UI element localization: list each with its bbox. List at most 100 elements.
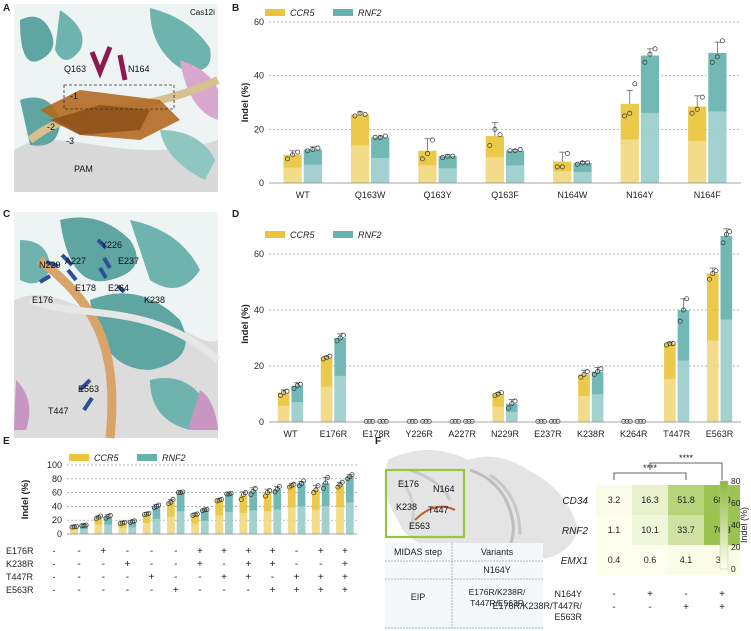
colorbar (719, 480, 729, 570)
data-point (298, 381, 303, 387)
bar-rnf2-2 (128, 521, 137, 534)
data-point (305, 148, 311, 154)
data-point (337, 335, 343, 341)
bar-gradient (321, 505, 330, 534)
heatmap-cell (668, 515, 704, 545)
data-point (664, 342, 670, 348)
data-point (122, 519, 128, 525)
bar-rnf2-10 (720, 235, 733, 422)
table-cell-eip: EIP (411, 592, 426, 602)
heatmap-col-row-label-2b: E563R (554, 612, 582, 622)
sign-cell: - (174, 546, 177, 557)
bar-gradient (297, 506, 306, 534)
bar-rnf2-6 (225, 493, 233, 534)
structC-label-t447: T447 (48, 406, 69, 416)
data-point (226, 491, 232, 497)
data-point (363, 418, 369, 424)
heatmap-cell (668, 545, 704, 575)
sign-cell: - (198, 585, 201, 596)
sign-cell: + (342, 572, 348, 583)
data-point (238, 497, 244, 502)
data-point (131, 518, 137, 524)
y-tick-label: 40 (254, 71, 264, 81)
bar-gradient (142, 522, 151, 534)
bar-gradient (371, 157, 390, 183)
legend-swatch (333, 9, 353, 16)
table-cell-line: E176R/K238R/ (469, 587, 526, 597)
data-point (406, 418, 412, 424)
data-point (492, 392, 498, 398)
structC-label-a227: A227 (65, 256, 86, 266)
bar-ccr5-4 (167, 502, 175, 534)
data-point (313, 487, 319, 493)
bar-gradient (573, 171, 592, 183)
data-point (714, 54, 720, 60)
sign-cell: + (149, 572, 155, 583)
sign-cell: + (100, 546, 106, 557)
data-point (487, 142, 493, 148)
data-point (419, 156, 425, 162)
heatmap-value: 4.1 (680, 555, 693, 565)
bar-rnf2-11 (345, 476, 354, 534)
data-point (315, 145, 321, 151)
sign-cell: - (150, 546, 153, 557)
data-point (667, 341, 673, 347)
data-point (370, 418, 376, 424)
sig-label-2: **** (679, 453, 694, 463)
data-point (107, 512, 113, 518)
bar-gradient (128, 527, 137, 534)
data-point (634, 418, 640, 424)
bar-gradient (80, 529, 88, 534)
data-point (98, 513, 103, 519)
data-point (228, 490, 234, 496)
bar-ccr5-9 (287, 485, 296, 534)
sign-cell: + (269, 585, 275, 596)
y-axis-label: Indel (%) (240, 83, 251, 123)
bar-ccr5-10 (312, 489, 320, 534)
data-point (267, 488, 273, 493)
heatmap-cell (596, 515, 632, 545)
data-point (380, 418, 386, 424)
data-point (559, 164, 565, 170)
bar-ccr5-5 (620, 103, 639, 183)
bar-rnf2-1 (334, 338, 346, 422)
data-point (243, 490, 248, 496)
data-point (409, 418, 415, 424)
bar-gradient (640, 112, 660, 183)
heatmap-value: 10.1 (641, 525, 659, 535)
data-point (321, 486, 326, 491)
bar-gradient (720, 319, 733, 422)
bar-gradient (620, 139, 639, 183)
data-point (284, 388, 290, 394)
sign-cell: - (102, 559, 105, 570)
bar-ccr5-11 (336, 485, 344, 534)
data-point (204, 507, 210, 512)
bar-rnf2-1 (371, 137, 390, 183)
heatmap-cell (632, 485, 668, 515)
heatmap-value: 51.8 (677, 495, 695, 505)
data-point (642, 59, 648, 65)
sign-cell: - (126, 546, 129, 557)
legend-label: RNF2 (162, 453, 186, 463)
x-tick-label: Q163F (491, 190, 519, 200)
heatmap-col-sign: - (612, 589, 615, 600)
data-point (707, 276, 712, 282)
legend-swatch (265, 231, 285, 238)
bar-rnf2-4 (573, 162, 592, 183)
data-point (248, 492, 254, 498)
structA-label-minus1: -1 (70, 91, 78, 101)
legend-label: RNF2 (358, 230, 382, 240)
heatmap-cell (596, 545, 632, 575)
sign-row-minus: - (53, 559, 56, 569)
y-tick-label: 60 (52, 488, 62, 498)
bar-gradient (350, 145, 370, 183)
x-tick-label: E563R (706, 429, 734, 439)
colorbar-label: Indel (%) (739, 507, 749, 543)
sign-cell: - (77, 572, 80, 583)
heatmap-col-sign: + (719, 602, 725, 613)
data-point (430, 137, 436, 143)
bar-gradient (438, 168, 457, 183)
sign-cell: - (271, 572, 274, 583)
